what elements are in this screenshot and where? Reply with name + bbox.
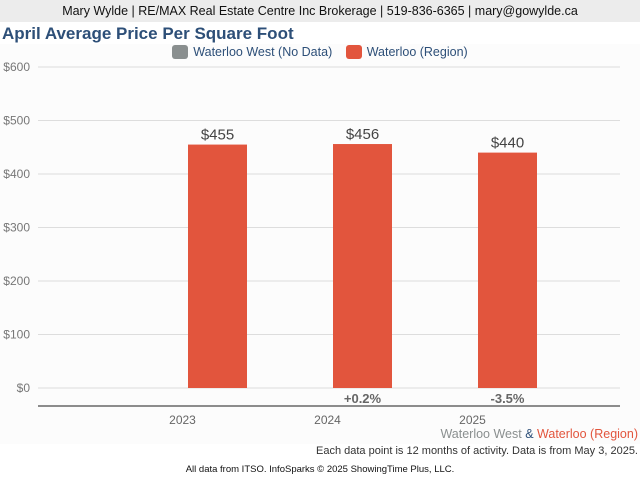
y-tick-label: $100 — [3, 328, 30, 342]
chart-title: April Average Price Per Square Foot — [2, 24, 294, 43]
legend-swatch-waterloo-west — [172, 45, 189, 59]
series-note: Waterloo West & Waterloo (Region) — [440, 427, 638, 441]
legend-item-waterloo-region[interactable]: Waterloo (Region) — [345, 45, 468, 59]
x-tick-label: 2023 — [169, 413, 196, 427]
source-credit: All data from ITSO. InfoSparks © 2025 Sh… — [185, 464, 455, 475]
change-label: -3.5% — [491, 391, 525, 406]
chart-legend: Waterloo West (No Data) Waterloo (Region… — [0, 45, 640, 62]
bar-2023 — [188, 144, 247, 388]
series-note-waterloo-region: Waterloo (Region) — [537, 427, 638, 441]
y-tick-label: $400 — [3, 167, 30, 181]
y-tick-label: $300 — [3, 221, 30, 235]
contact-header: Mary Wylde | RE/MAX Real Estate Centre I… — [0, 0, 640, 22]
legend-label-waterloo-region: Waterloo (Region) — [366, 45, 468, 59]
legend-swatch-waterloo-region — [345, 45, 362, 59]
series-note-ampersand: & — [521, 427, 538, 441]
y-tick-label: $500 — [3, 114, 30, 128]
bar-2024 — [333, 144, 392, 388]
y-tick-label: $600 — [3, 60, 30, 74]
x-tick-label: 2025 — [459, 413, 486, 427]
bar-value-label: $440 — [491, 135, 524, 152]
bar-value-label: $455 — [201, 127, 234, 144]
y-tick-label: $0 — [17, 381, 31, 395]
x-tick-label: 2024 — [314, 413, 341, 427]
y-tick-label: $200 — [3, 274, 30, 288]
change-label: +0.2% — [344, 391, 382, 406]
legend-item-waterloo-west[interactable]: Waterloo West (No Data) — [172, 45, 332, 59]
data-note: Each data point is 12 months of activity… — [315, 445, 638, 457]
bar-value-label: $456 — [346, 126, 379, 143]
series-note-waterloo-west: Waterloo West — [440, 427, 522, 441]
legend-label-waterloo-west: Waterloo West (No Data) — [193, 45, 333, 59]
bar-2025 — [478, 152, 537, 388]
